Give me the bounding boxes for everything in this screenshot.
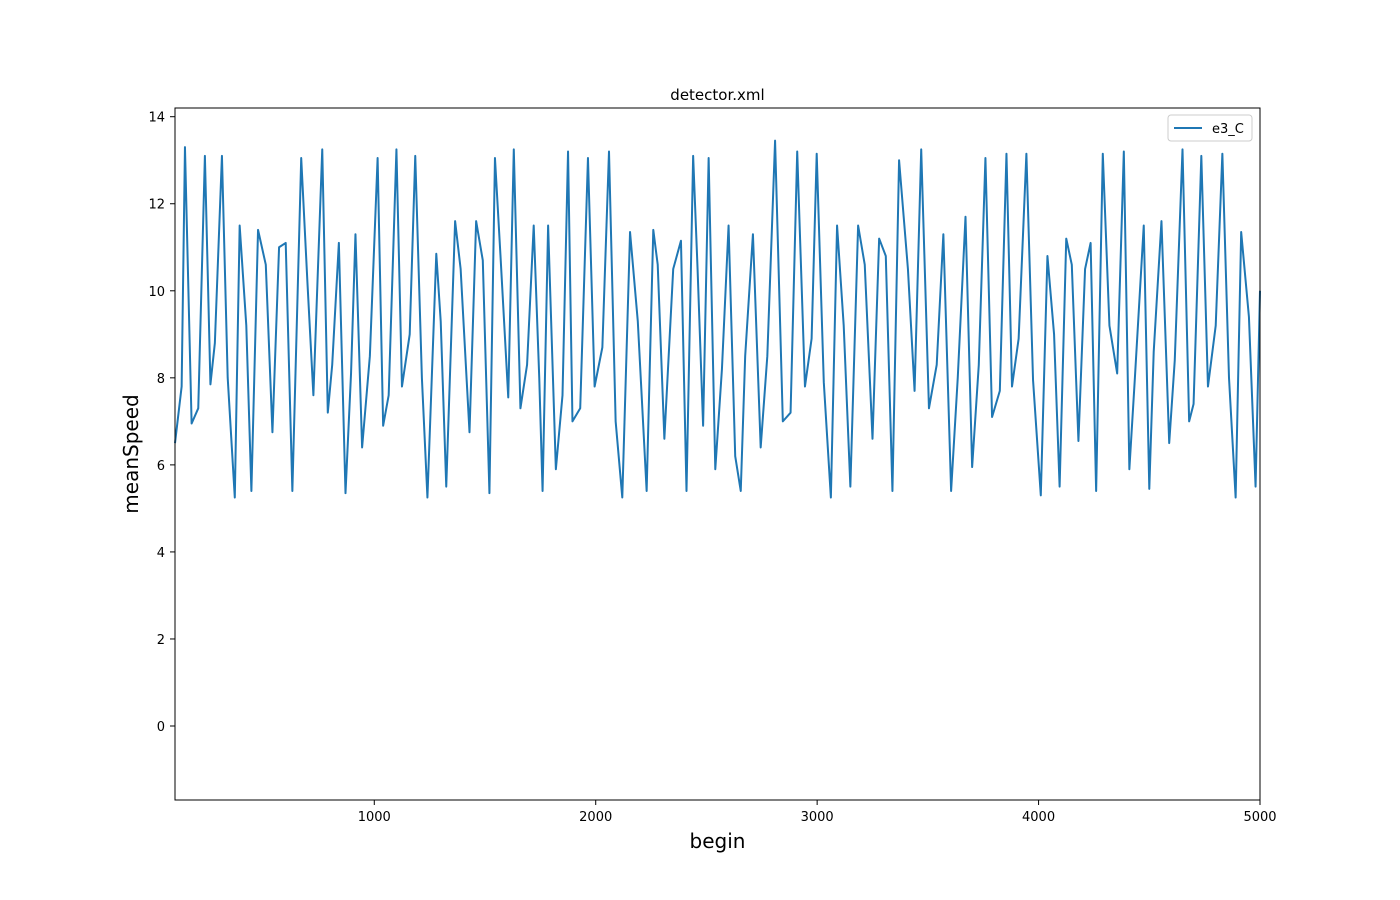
legend-label: e3_C: [1212, 122, 1244, 137]
x-axis-title: begin: [690, 829, 746, 853]
chart-title: detector.xml: [670, 86, 764, 104]
x-tick-label: 3000: [801, 810, 834, 825]
y-tick-label: 10: [148, 285, 165, 300]
legend: e3_C: [1167, 114, 1253, 142]
x-tick-label: 2000: [579, 810, 612, 825]
y-axis-title: meanSpeed: [119, 394, 143, 513]
x-tick-label: 1000: [358, 810, 391, 825]
y-tick-label: 12: [148, 198, 165, 213]
series-layer: [174, 139, 1261, 499]
x-tick-label: 4000: [1022, 810, 1055, 825]
y-tick-label: 2: [157, 633, 165, 648]
series-line-e3_C: [174, 139, 1261, 499]
y-tick-label: 14: [148, 111, 165, 126]
legend-box: [1167, 114, 1253, 142]
x-tick-label: 5000: [1243, 810, 1276, 825]
y-tick-label: 8: [157, 372, 165, 387]
y-tick-label: 0: [157, 720, 165, 735]
x-axis: 1000 2000 3000 4000 5000: [358, 800, 1277, 825]
plot-frame: [174, 107, 1261, 801]
y-tick-label: 6: [157, 459, 165, 474]
y-tick-label: 4: [157, 546, 165, 561]
y-axis: 0 2 4 6 8 10 12 14: [148, 111, 175, 735]
